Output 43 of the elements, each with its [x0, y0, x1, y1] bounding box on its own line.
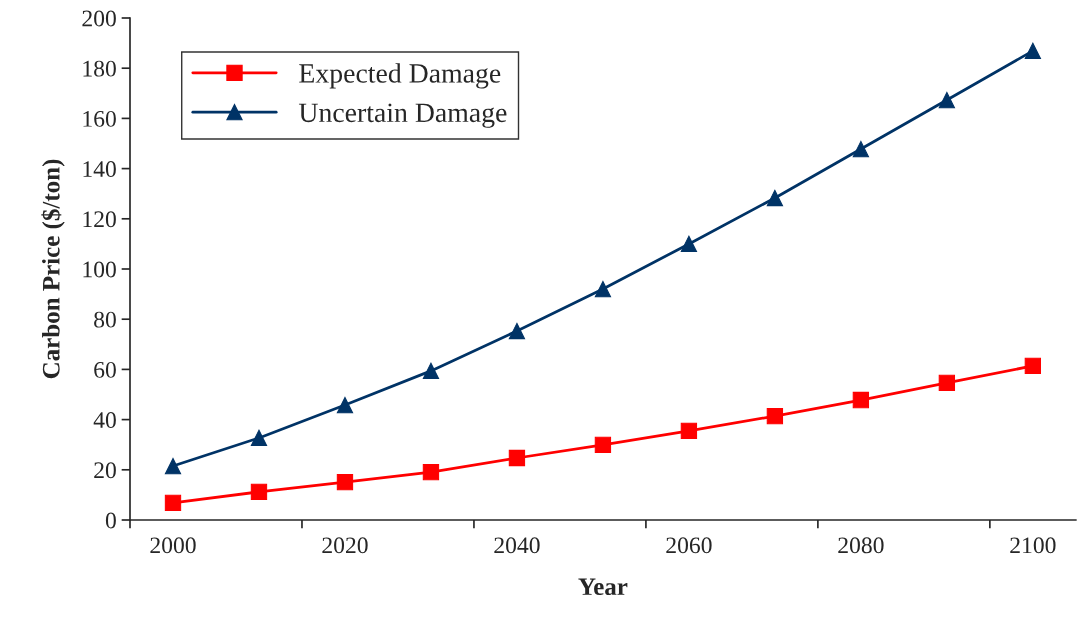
x-axis-title: Year	[578, 578, 628, 596]
y-tick-label: 200	[82, 10, 116, 27]
point	[336, 396, 354, 414]
point	[422, 362, 440, 380]
point	[164, 457, 182, 475]
point	[766, 407, 784, 425]
legend-label: Uncertain Damage	[298, 103, 507, 128]
x-tick-label: 2060	[666, 537, 712, 554]
y-tick-label: 100	[83, 261, 116, 278]
point	[594, 436, 612, 454]
point	[1024, 357, 1042, 375]
point	[680, 422, 698, 440]
y-tick-label: 80	[94, 311, 116, 328]
point	[938, 374, 956, 392]
point	[852, 391, 870, 409]
point	[938, 91, 956, 109]
y-tick-label: 140	[83, 161, 116, 178]
point	[852, 140, 870, 158]
y-tick-label: 180	[83, 60, 116, 77]
x-tick-label: 2000	[150, 537, 196, 554]
y-tick-label: 20	[94, 462, 116, 479]
point	[422, 463, 440, 481]
point	[680, 235, 698, 253]
point	[250, 483, 268, 501]
y-axis-title: Carbon Price ($/ton)	[41, 159, 65, 379]
point	[766, 189, 784, 207]
x-tick-label: 2020	[322, 537, 368, 554]
y-tick-label: 40	[93, 412, 116, 429]
point	[594, 280, 612, 298]
point	[336, 473, 354, 491]
y-tick-label: 160	[83, 110, 116, 127]
x-tick-label: 2100	[1010, 537, 1056, 554]
point	[164, 494, 182, 512]
x-tick-label: 2080	[838, 537, 884, 554]
point	[250, 429, 268, 447]
y-tick-label: 0	[105, 512, 116, 529]
point	[508, 322, 526, 340]
x-tick-label: 2040	[494, 537, 540, 554]
point	[508, 449, 526, 467]
legend-label: Expected Damage	[299, 63, 501, 89]
point	[1024, 42, 1042, 60]
y-tick-label: 120	[83, 211, 116, 228]
y-tick-label: 60	[94, 361, 116, 378]
